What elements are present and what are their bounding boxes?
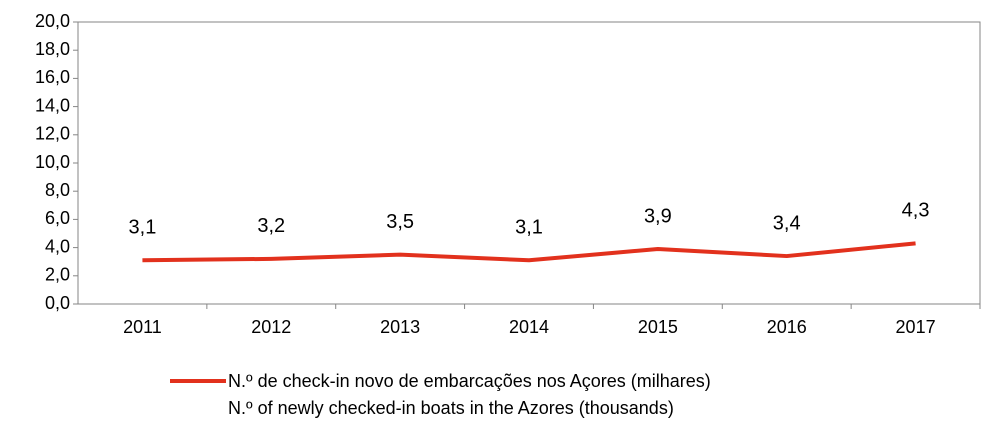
y-tick-label: 0,0 bbox=[45, 293, 70, 313]
x-tick-label: 2012 bbox=[251, 317, 291, 337]
data-label: 3,2 bbox=[257, 215, 285, 237]
x-tick-label: 2013 bbox=[380, 317, 420, 337]
data-label: 3,1 bbox=[129, 217, 157, 239]
data-label: 3,4 bbox=[773, 212, 801, 234]
y-tick-label: 16,0 bbox=[35, 67, 70, 87]
y-tick-label: 18,0 bbox=[35, 39, 70, 59]
y-tick-label: 14,0 bbox=[35, 95, 70, 115]
x-tick-label: 2015 bbox=[638, 317, 678, 337]
data-label: 3,9 bbox=[644, 205, 672, 227]
legend-label: N.º de check-in novo de embarcações nos … bbox=[228, 371, 711, 418]
data-label: 4,3 bbox=[902, 200, 930, 222]
y-tick-label: 20,0 bbox=[35, 11, 70, 31]
y-tick-label: 4,0 bbox=[45, 236, 70, 256]
data-label: 3,1 bbox=[515, 217, 543, 239]
x-tick-label: 2014 bbox=[509, 317, 549, 337]
y-tick-label: 12,0 bbox=[35, 124, 70, 144]
y-tick-label: 2,0 bbox=[45, 265, 70, 285]
x-tick-label: 2017 bbox=[896, 317, 936, 337]
data-label: 3,5 bbox=[386, 211, 414, 233]
x-tick-label: 2011 bbox=[123, 317, 162, 337]
y-tick-label: 8,0 bbox=[45, 180, 70, 200]
data-line bbox=[142, 241, 916, 263]
y-tick-label: 10,0 bbox=[35, 152, 70, 172]
y-tick-label: 6,0 bbox=[45, 208, 70, 228]
x-tick-label: 2016 bbox=[767, 317, 807, 337]
